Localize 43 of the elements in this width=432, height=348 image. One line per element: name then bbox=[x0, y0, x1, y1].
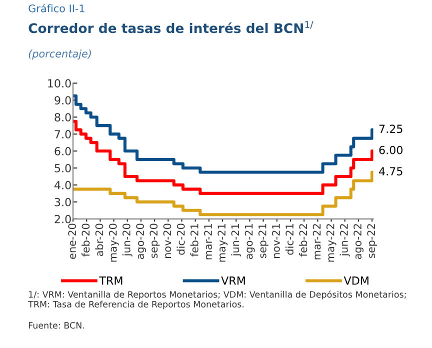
x-tick-label: may-20 bbox=[108, 224, 119, 262]
y-tick-label: 9.0 bbox=[54, 96, 71, 105]
x-tick-label: abr-20 bbox=[95, 224, 104, 256]
x-tick-label: dic-21 bbox=[285, 224, 294, 255]
y-tick-label: 5.0 bbox=[54, 164, 71, 172]
x-tick-label: sep-21 bbox=[258, 224, 268, 258]
y-tick-label: 3.0 bbox=[54, 198, 71, 206]
x-tick-label: nov-20 bbox=[163, 224, 172, 258]
y-tick-label: 7.0 bbox=[54, 130, 71, 138]
legend-label: TRM bbox=[99, 276, 122, 285]
legend-label: VDM bbox=[344, 276, 368, 285]
y-tick-label: 10.0 bbox=[48, 79, 71, 88]
y-tick-label: 8.0 bbox=[54, 113, 71, 122]
x-tick-label: ene-20 bbox=[68, 224, 76, 259]
x-tick-label: jun-21 bbox=[231, 224, 242, 256]
x-tick-label: nov-21 bbox=[272, 224, 280, 258]
x-tick-label: may-22 bbox=[326, 224, 336, 262]
text: 1/: VRM: Ventanilla de Reportos Monetarios; VDM: Ventanilla de Depósitos Monetarios; TRM: Tasa de Referencia de Reportos Monetarios. bbox=[28, 290, 406, 310]
x-tick-label: feb-22 bbox=[299, 224, 308, 257]
x-tick-label: ago-20 bbox=[136, 224, 146, 260]
x-tick-label: feb-20 bbox=[82, 224, 90, 257]
data-label: 7.25 bbox=[379, 124, 402, 134]
data-label: 4.75 bbox=[379, 167, 402, 176]
x-tick-label: jun-20 bbox=[122, 224, 132, 256]
source-note: Fuente: BCN. bbox=[28, 322, 84, 329]
x-tick-label: may-21 bbox=[218, 224, 228, 262]
x-tick-label: ago-21 bbox=[244, 224, 255, 260]
x-tick-label: mar-21 bbox=[204, 224, 212, 260]
y-tick-label: 2.0 bbox=[54, 214, 71, 224]
x-tick-label: jun-22 bbox=[340, 224, 350, 256]
x-tick-label: feb-21 bbox=[190, 224, 198, 257]
text: Gráfico II-1 bbox=[28, 4, 84, 12]
x-tick-label: dic-20 bbox=[176, 224, 185, 255]
chart-subtitle: (porcentaje) bbox=[28, 50, 91, 60]
x-tick-label: sep-22 bbox=[367, 224, 378, 258]
y-tick-label: 4.0 bbox=[54, 180, 71, 190]
data-label: 6.00 bbox=[379, 146, 403, 154]
legend-label: VRM bbox=[221, 276, 245, 285]
y-tick-label: 6.0 bbox=[54, 147, 71, 156]
x-tick-label: sep-20 bbox=[150, 224, 160, 258]
chart-title: Corredor de tasas de interés del BCN$^{1/}$ bbox=[28, 21, 314, 34]
x-tick-label: ago-22 bbox=[354, 224, 364, 260]
x-tick-label: mar-22 bbox=[312, 224, 321, 260]
